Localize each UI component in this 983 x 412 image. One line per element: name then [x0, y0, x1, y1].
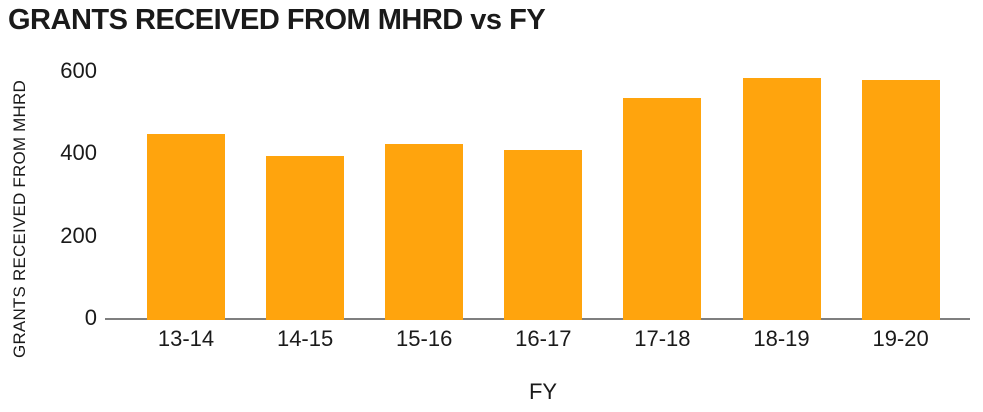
x-tick-label-14-15: 14-15 — [276, 326, 334, 351]
bar-16-17 — [504, 149, 583, 320]
x-tick-label-19-20: 19-20 — [872, 326, 929, 351]
y-tick-label-600: 600 — [60, 57, 97, 83]
bar-14-15 — [266, 156, 345, 320]
x-tick-label-16-17: 16-17 — [515, 326, 572, 351]
chart-title: GRANTS RECEIVED FROM MHRD vs FY — [8, 4, 546, 36]
y-tick-label-200: 200 — [60, 222, 97, 248]
x-axis-title: FY — [528, 379, 558, 404]
x-tick-label-18-19: 18-19 — [753, 326, 810, 351]
bar-19-20 — [861, 79, 940, 320]
x-tick-label-13-14: 13-14 — [157, 326, 215, 351]
bar-18-19 — [742, 77, 821, 320]
x-tick-label-15-16: 15-16 — [396, 326, 453, 351]
y-tick-label-0: 0 — [84, 305, 97, 331]
bar-17-18 — [623, 98, 702, 320]
bar-15-16 — [385, 143, 464, 320]
x-tick-label-17-18: 17-18 — [634, 326, 691, 351]
bar-13-14 — [147, 133, 225, 320]
y-tick-label-400: 400 — [60, 140, 97, 166]
